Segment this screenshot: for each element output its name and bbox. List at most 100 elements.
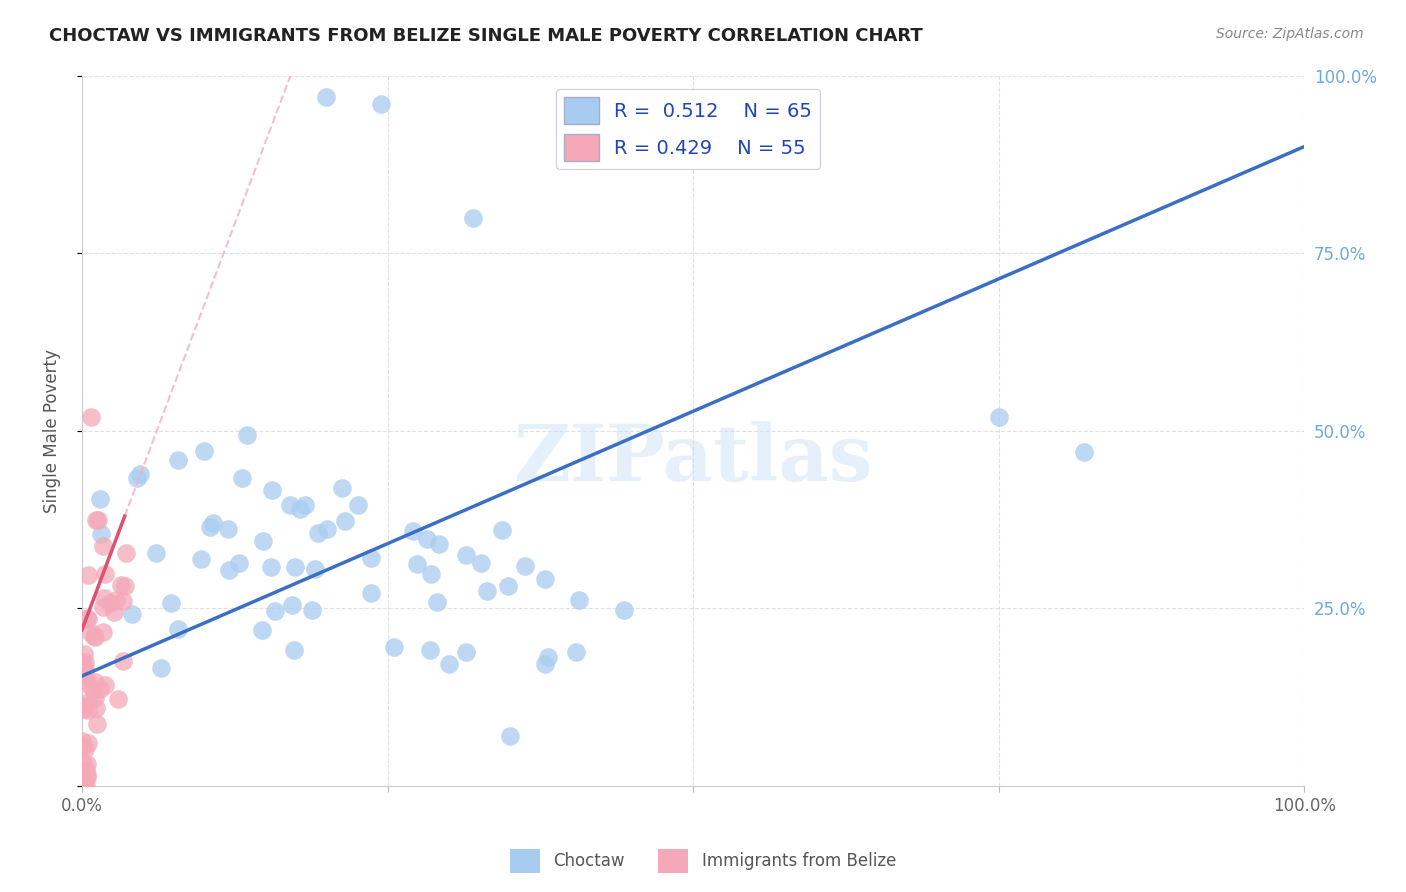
Point [70, 698, 93, 713]
Point [360, 585, 382, 599]
Point [304, 562, 326, 576]
Text: ZIPatlas: ZIPatlas [513, 421, 873, 497]
Point [83, 629, 105, 643]
Point [568, 593, 591, 607]
Point [83, 690, 105, 705]
Point [114, 545, 136, 559]
Point [416, 533, 439, 547]
Point [93, 625, 115, 640]
Point [1073, 445, 1095, 459]
Point [402, 524, 425, 538]
Point [360, 551, 382, 566]
Point [461, 211, 484, 225]
Point [333, 514, 356, 528]
Point [76, 703, 98, 717]
Point [198, 519, 221, 533]
Point [613, 603, 636, 617]
Point [228, 557, 250, 571]
Point [166, 623, 188, 637]
Point [427, 537, 450, 551]
Point [72, 657, 94, 671]
Point [79, 626, 101, 640]
Point [288, 502, 311, 516]
Point [382, 640, 405, 655]
Point [315, 522, 337, 536]
Point [202, 516, 225, 531]
Point [76, 768, 98, 782]
Point [419, 642, 441, 657]
Point [76, 695, 98, 709]
Point [470, 556, 492, 570]
Point [419, 566, 441, 581]
Point [330, 481, 353, 495]
Point [252, 533, 274, 548]
Legend: R =  0.512    N = 65, R = 0.429    N = 55: R = 0.512 N = 65, R = 0.429 N = 55 [557, 89, 820, 169]
Point [93, 566, 115, 581]
Point [426, 595, 449, 609]
Point [89, 491, 111, 506]
Point [75, 778, 97, 792]
Point [76, 757, 98, 772]
Text: CHOCTAW VS IMMIGRANTS FROM BELIZE SINGLE MALE POVERTY CORRELATION CHART: CHOCTAW VS IMMIGRANTS FROM BELIZE SINGLE… [49, 27, 922, 45]
Point [83, 674, 105, 689]
Point [75, 655, 97, 669]
Point [250, 623, 273, 637]
Point [456, 548, 478, 562]
Point [84, 700, 107, 714]
Point [105, 592, 128, 607]
Point [107, 691, 129, 706]
Point [280, 598, 302, 612]
Point [193, 444, 215, 458]
Point [231, 471, 253, 485]
Point [94, 678, 117, 692]
Point [82, 682, 104, 697]
Point [91, 539, 114, 553]
Point [76, 736, 98, 750]
Point [86, 717, 108, 731]
Y-axis label: Single Male Poverty: Single Male Poverty [44, 349, 60, 513]
Point [533, 573, 555, 587]
Point [283, 643, 305, 657]
Point [987, 409, 1010, 424]
Point [76, 763, 98, 777]
Point [72, 756, 94, 771]
Point [496, 579, 519, 593]
Point [76, 771, 98, 785]
Point [565, 645, 588, 659]
Legend: Choctaw, Immigrants from Belize: Choctaw, Immigrants from Belize [503, 842, 903, 880]
Point [93, 591, 115, 605]
Point [284, 560, 307, 574]
Point [301, 603, 323, 617]
Point [406, 558, 429, 572]
Point [264, 604, 287, 618]
Point [114, 579, 136, 593]
Point [370, 97, 392, 112]
Point [217, 522, 239, 536]
Point [91, 599, 114, 614]
Point [218, 563, 240, 577]
Point [90, 527, 112, 541]
Point [533, 657, 555, 671]
Point [72, 660, 94, 674]
Point [437, 657, 460, 671]
Point [513, 558, 536, 573]
Point [76, 611, 98, 625]
Point [72, 739, 94, 753]
Point [111, 593, 134, 607]
Point [75, 667, 97, 681]
Point [73, 672, 96, 686]
Point [77, 568, 100, 582]
Point [278, 498, 301, 512]
Point [294, 499, 316, 513]
Point [499, 730, 522, 744]
Point [145, 546, 167, 560]
Point [308, 525, 330, 540]
Point [98, 596, 121, 610]
Point [75, 742, 97, 756]
Point [76, 612, 98, 626]
Point [73, 662, 96, 676]
Point [491, 523, 513, 537]
Point [537, 650, 560, 665]
Point [110, 577, 132, 591]
Point [125, 471, 148, 485]
